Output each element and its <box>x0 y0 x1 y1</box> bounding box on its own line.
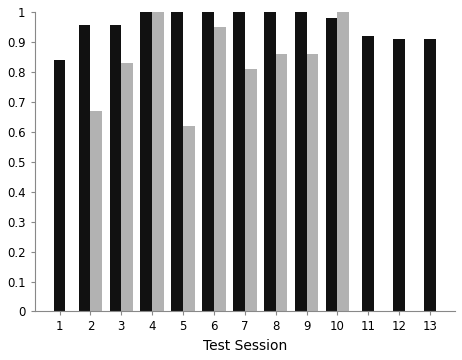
Bar <box>122 63 133 311</box>
Bar <box>326 18 337 311</box>
Bar <box>424 39 436 311</box>
Bar <box>363 36 374 311</box>
Bar <box>276 54 287 311</box>
Bar <box>337 12 349 311</box>
Bar <box>202 12 214 311</box>
Bar <box>91 111 102 311</box>
Bar <box>393 39 405 311</box>
Bar <box>264 12 276 311</box>
Bar <box>54 60 66 311</box>
Bar <box>152 12 164 311</box>
Bar <box>307 54 318 311</box>
Bar <box>295 12 307 311</box>
Bar <box>183 126 195 311</box>
Bar <box>109 26 122 311</box>
X-axis label: Test Session: Test Session <box>203 339 287 353</box>
Bar <box>245 69 256 311</box>
Bar <box>171 12 183 311</box>
Bar <box>140 12 152 311</box>
Bar <box>233 12 245 311</box>
Bar <box>79 26 91 311</box>
Bar <box>214 27 225 311</box>
